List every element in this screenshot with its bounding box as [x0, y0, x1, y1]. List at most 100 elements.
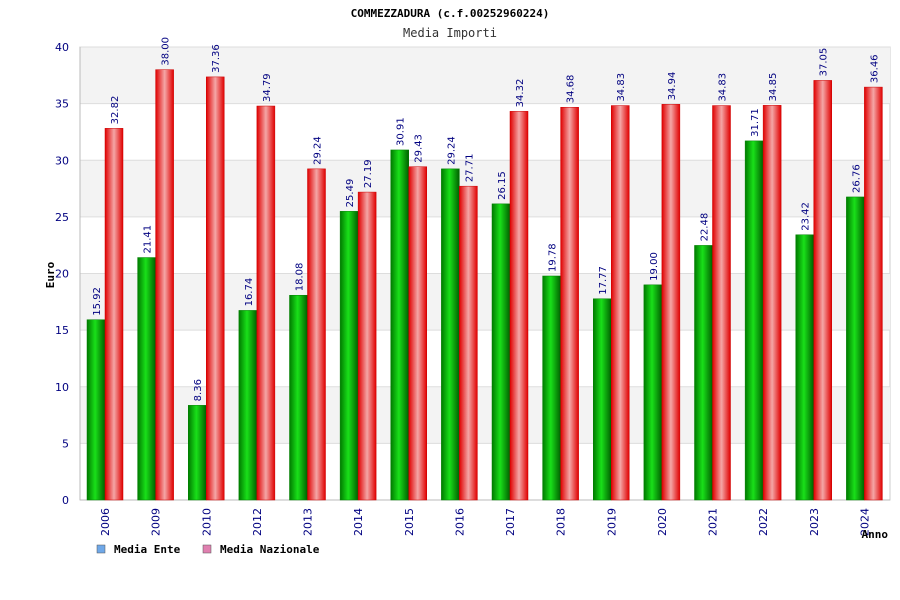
x-tick-label: 2017	[504, 508, 517, 536]
data-label: 15.92	[92, 287, 103, 316]
bar-media-nazionale-2012	[256, 105, 276, 501]
x-tick-label: 2023	[808, 508, 821, 536]
x-tick-label: 2021	[707, 508, 720, 536]
bar-media-ente-2020	[643, 284, 663, 501]
data-label: 34.83	[718, 73, 729, 102]
bar-media-ente-2019	[593, 298, 612, 501]
legend-label: Media Ente	[114, 543, 181, 556]
bar-media-ente-2018	[542, 275, 561, 501]
data-label: 27.19	[363, 159, 374, 188]
data-label: 34.79	[262, 73, 273, 102]
legend-label: Media Nazionale	[220, 543, 320, 556]
data-label: 18.08	[295, 263, 306, 292]
y-tick-label: 5	[62, 437, 69, 450]
bar-media-nazionale-2009	[155, 69, 174, 501]
data-label: 31.71	[750, 108, 761, 137]
bar-media-ente-2015	[390, 149, 409, 501]
bar-media-nazionale-2006	[104, 128, 124, 501]
x-tick-label: 2022	[757, 508, 770, 536]
data-label: 26.76	[851, 164, 862, 193]
bar-media-ente-2010	[188, 405, 207, 501]
chart-title: COMMEZZADURA (c.f.00252960224)	[351, 7, 550, 20]
data-label: 16.74	[244, 278, 255, 307]
data-label: 38.00	[161, 37, 172, 66]
data-label: 21.41	[143, 225, 154, 254]
bar-media-ente-2022	[744, 140, 764, 501]
bar-media-nazionale-2019	[611, 105, 630, 501]
y-tick-label: 40	[55, 41, 69, 54]
y-axis-label: Euro	[44, 261, 57, 288]
data-label: 26.15	[497, 171, 508, 200]
data-label: 36.46	[869, 54, 880, 83]
bar-media-ente-2009	[137, 257, 156, 501]
bar-media-ente-2016	[441, 168, 460, 501]
x-tick-label: 2014	[352, 508, 365, 536]
chart-subtitle: Media Importi	[403, 26, 497, 40]
y-tick-label: 25	[55, 211, 69, 224]
y-tick-label: 35	[55, 98, 69, 111]
bar-media-ente-2017	[491, 203, 511, 501]
bar-media-ente-2021	[694, 245, 713, 501]
y-tick-label: 30	[55, 154, 69, 167]
y-tick-label: 0	[62, 494, 69, 507]
bar-media-nazionale-2021	[712, 105, 731, 501]
data-label: 34.85	[768, 73, 779, 102]
data-label: 22.48	[700, 213, 711, 242]
data-label: 37.36	[211, 44, 222, 73]
bar-media-nazionale-2010	[206, 76, 225, 501]
data-label: 29.24	[313, 136, 324, 165]
data-label: 34.32	[515, 79, 526, 108]
data-label: 23.42	[801, 202, 812, 231]
legend-swatch	[96, 544, 106, 554]
bar-media-nazionale-2020	[661, 104, 681, 501]
x-tick-label: 2012	[251, 508, 264, 536]
data-label: 34.94	[667, 72, 678, 101]
bar-media-nazionale-2022	[762, 105, 782, 501]
bar-media-ente-2013	[289, 294, 308, 501]
bar-media-nazionale-2017	[509, 111, 529, 501]
bar-media-nazionale-2024	[864, 86, 883, 501]
data-label: 17.77	[598, 266, 609, 295]
x-tick-label: 2009	[150, 508, 163, 536]
bar-media-nazionale-2014	[357, 191, 377, 501]
data-label: 19.78	[548, 243, 559, 272]
data-label: 29.43	[414, 134, 425, 163]
data-label: 32.82	[110, 96, 121, 125]
legend: Media Ente Media Nazionale	[96, 543, 320, 556]
y-tick-label: 10	[55, 381, 69, 394]
bar-media-nazionale-2013	[307, 168, 326, 501]
x-axis: 2006 2009 2010 2012 2013 2014 2015 2016 2017 2018…	[99, 508, 871, 536]
x-tick-label: 2013	[302, 508, 315, 536]
x-axis-label: Anno	[862, 528, 889, 541]
bar-media-nazionale-2023	[813, 80, 832, 501]
x-tick-label: 2019	[605, 508, 618, 536]
legend-swatch	[202, 544, 212, 554]
data-label: 34.83	[616, 73, 627, 102]
bar-media-nazionale-2018	[560, 106, 579, 501]
data-label: 25.49	[345, 179, 356, 208]
bar-media-nazionale-2016	[459, 185, 478, 501]
y-tick-label: 15	[55, 324, 69, 337]
data-label: 8.36	[193, 379, 204, 401]
data-label: 34.68	[566, 75, 577, 104]
bar-media-nazionale-2015	[408, 166, 427, 501]
y-tick-label: 20	[55, 268, 69, 281]
x-tick-label: 2020	[656, 508, 669, 536]
bar-media-ente-2014	[339, 211, 359, 501]
data-labels: 15.92 32.82 21.41 38.00 8.36 37.36 16.74 34.79 1…	[92, 37, 880, 401]
bar-media-ente-2012	[238, 310, 258, 501]
bars	[86, 69, 883, 501]
data-label: 27.71	[464, 154, 475, 183]
x-tick-label: 2015	[403, 508, 416, 536]
bar-media-ente-2023	[795, 234, 814, 501]
bar-media-ente-2024	[846, 196, 865, 501]
data-label: 37.05	[819, 48, 830, 77]
x-tick-label: 2016	[453, 508, 466, 536]
data-label: 30.91	[396, 117, 407, 146]
x-tick-label: 2010	[200, 508, 213, 536]
x-tick-label: 2024	[858, 508, 871, 536]
x-tick-label: 2006	[99, 508, 112, 536]
x-tick-label: 2018	[555, 508, 568, 536]
bar-media-ente-2006	[86, 319, 106, 501]
